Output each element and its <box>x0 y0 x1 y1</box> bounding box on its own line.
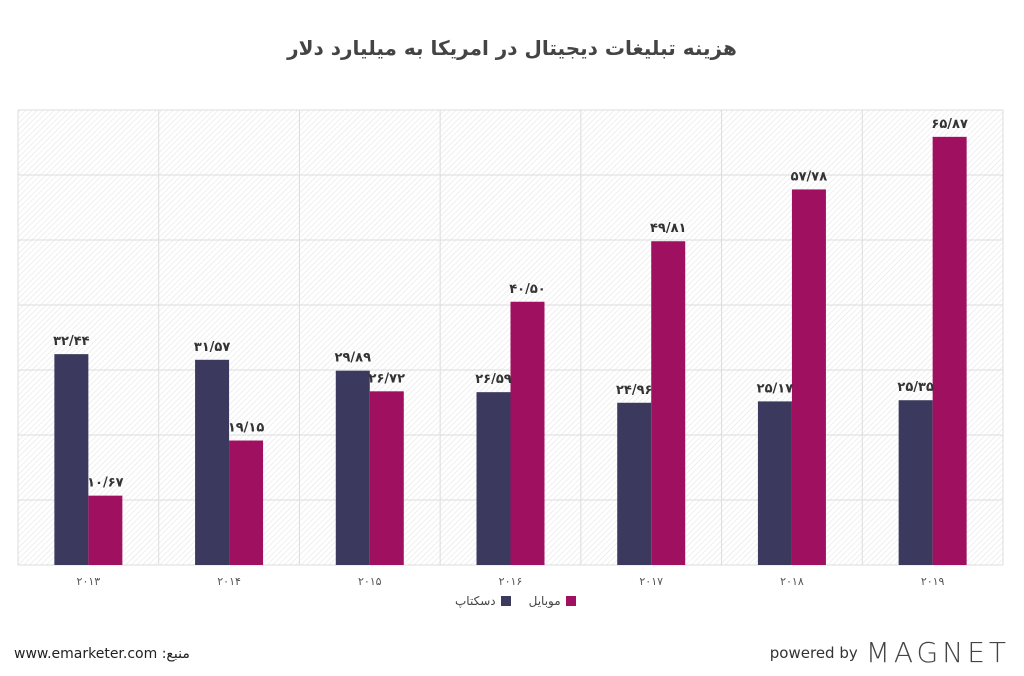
powered-by-text: powered by <box>769 643 858 662</box>
data-label-mobile: ۴۰/۵۰ <box>509 282 546 297</box>
x-tick-label: ۲۰۱۳ <box>77 575 101 588</box>
data-label-desktop: ۲۹/۸۹ <box>335 351 372 366</box>
bar-desktop <box>617 402 652 565</box>
bar-desktop <box>195 359 230 565</box>
bar-desktop <box>476 392 511 565</box>
bar-mobile <box>229 440 264 565</box>
source-text: www.emarketer.com :منبع <box>14 646 190 662</box>
data-label-mobile: ۱۰/۶۷ <box>87 476 124 491</box>
legend: موبایل دسکتاپ <box>455 594 576 608</box>
data-label-mobile: ۴۹/۸۱ <box>650 221 687 236</box>
x-tick-label: ۲۰۱۷ <box>639 575 663 588</box>
value-labels: ۳۲/۴۴ ۱۰/۶۷ ۳۱/۵۷ ۱۹/۱۵ ۲۹/۸۹ ۲۶/۷۲ ۲۶/۵۹ ۴۰/۵۰… <box>53 117 968 491</box>
powered-by: powered by MAGNET <box>770 636 1010 669</box>
data-label-mobile: ۵۷/۷۸ <box>791 169 828 184</box>
bar-mobile <box>369 391 404 565</box>
x-tick-label: ۲۰۱۴ <box>217 575 241 588</box>
x-tick-label: ۲۰۱۵ <box>358 575 382 588</box>
legend-item-desktop: دسکتاپ <box>455 594 511 608</box>
bar-desktop <box>898 400 933 565</box>
legend-swatch-mobile <box>565 596 576 606</box>
data-label-desktop: ۳۲/۴۴ <box>53 334 90 349</box>
bar-mobile <box>510 301 545 565</box>
bar-desktop <box>335 370 370 565</box>
x-tick-label: ۲۰۱۶ <box>499 575 523 588</box>
legend-item-mobile: موبایل <box>529 594 576 608</box>
tick-labels: ۲۰۱۳ ۲۰۱۴ ۲۰۱۵ ۲۰۱۶ ۲۰۱۷ ۲۰۱۸ ۲۰۱۹ <box>77 575 945 588</box>
chart-title: هزینه تبلیغات دیجیتال در امریکا به میلیا… <box>287 36 737 60</box>
data-label-desktop: ۲۵/۱۷ <box>757 381 794 396</box>
bar-mobile <box>651 241 686 566</box>
bar-mobile <box>932 136 967 565</box>
data-label-desktop: ۲۶/۵۹ <box>475 372 512 387</box>
bar-mobile <box>791 189 826 565</box>
data-label-desktop: ۳۱/۵۷ <box>194 340 231 355</box>
data-label-mobile: ۲۶/۷۲ <box>369 371 406 386</box>
magnet-logo: MAGNET <box>865 636 1010 669</box>
legend-label-desktop: دسکتاپ <box>455 594 496 608</box>
data-label-mobile: ۶۵/۸۷ <box>931 117 968 132</box>
bar-mobile <box>88 495 123 565</box>
data-label-desktop: ۲۵/۳۵ <box>897 380 934 395</box>
legend-label-mobile: موبایل <box>528 594 561 608</box>
x-tick-label: ۲۰۱۸ <box>780 575 804 588</box>
data-label-desktop: ۲۴/۹۶ <box>616 383 653 398</box>
bars <box>54 136 967 566</box>
x-tick-label: ۲۰۱۹ <box>921 575 945 588</box>
bar-desktop <box>54 354 89 565</box>
bar-desktop <box>757 401 792 565</box>
data-label-mobile: ۱۹/۱۵ <box>228 421 265 436</box>
legend-swatch-desktop <box>500 596 511 606</box>
